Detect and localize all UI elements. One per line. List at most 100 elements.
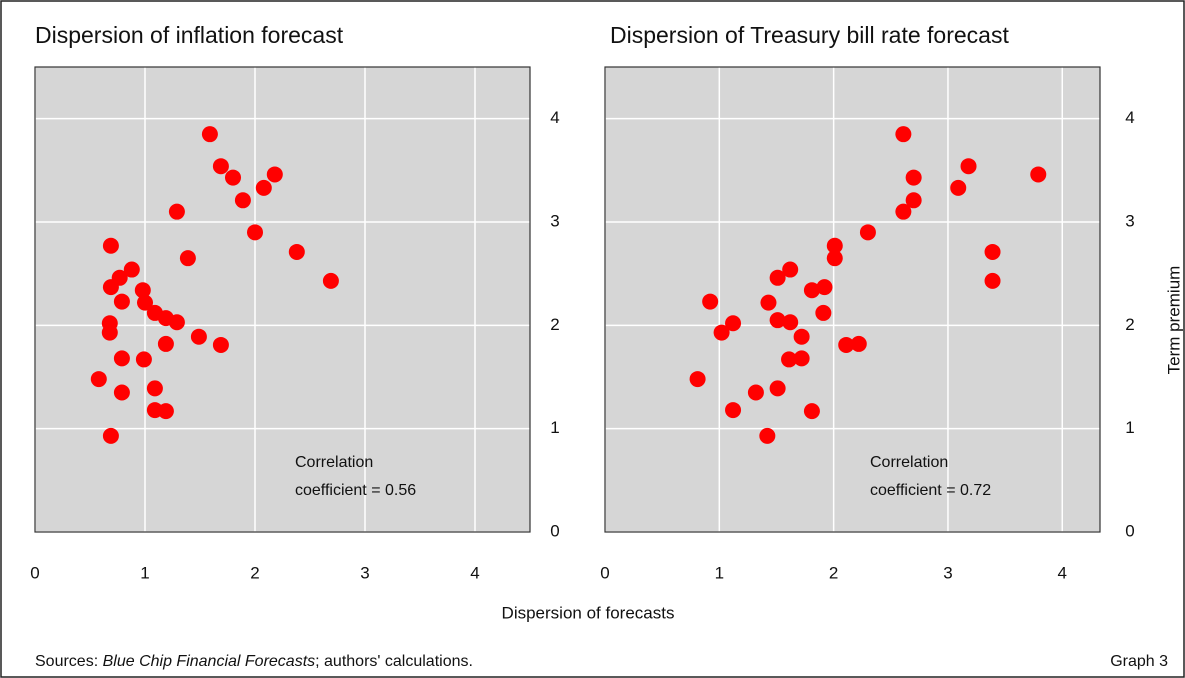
point bbox=[146, 380, 163, 397]
chart-title: Dispersion of inflation forecast bbox=[35, 22, 344, 48]
point bbox=[123, 261, 140, 278]
point bbox=[168, 314, 185, 331]
x-tick-label: 3 bbox=[360, 563, 369, 582]
y-tick-label: 3 bbox=[1125, 211, 1134, 230]
point bbox=[960, 158, 977, 175]
chart-title: Dispersion of Treasury bill rate forecas… bbox=[610, 22, 1009, 48]
source-text: Sources: bbox=[35, 653, 103, 670]
y-tick-label: 1 bbox=[1125, 418, 1134, 437]
point bbox=[815, 304, 832, 321]
point bbox=[102, 279, 119, 296]
point bbox=[769, 380, 786, 397]
point bbox=[255, 179, 272, 196]
point bbox=[90, 371, 107, 388]
point bbox=[984, 243, 1001, 260]
point bbox=[803, 282, 820, 299]
x-tick-label: 0 bbox=[30, 563, 39, 582]
point bbox=[288, 243, 305, 260]
point bbox=[135, 351, 152, 368]
x-tick-label: 3 bbox=[943, 563, 952, 582]
y-tick-label: 2 bbox=[1125, 315, 1134, 334]
point bbox=[137, 294, 153, 311]
point bbox=[769, 312, 786, 329]
annotation: Correlation bbox=[295, 454, 373, 471]
point bbox=[212, 336, 229, 353]
point bbox=[747, 384, 764, 401]
point bbox=[113, 350, 130, 367]
point bbox=[781, 351, 798, 368]
y-axis-label: Term premium bbox=[1164, 266, 1183, 375]
point bbox=[322, 272, 339, 289]
point bbox=[760, 294, 777, 311]
point bbox=[826, 237, 843, 254]
annotation: coefficient = 0.72 bbox=[870, 482, 991, 499]
point bbox=[782, 261, 799, 278]
point bbox=[905, 169, 922, 186]
point bbox=[113, 293, 130, 310]
point bbox=[782, 314, 799, 331]
point bbox=[984, 272, 1001, 289]
point bbox=[759, 427, 776, 444]
point bbox=[212, 158, 229, 175]
point bbox=[113, 384, 130, 401]
point bbox=[769, 269, 786, 286]
point bbox=[895, 126, 912, 143]
annotation: coefficient = 0.56 bbox=[295, 482, 416, 499]
point bbox=[793, 328, 810, 345]
point bbox=[190, 328, 207, 345]
point bbox=[905, 192, 922, 209]
point bbox=[816, 279, 833, 296]
point bbox=[725, 402, 742, 419]
x-axis-label: Dispersion of forecasts bbox=[502, 603, 675, 622]
point bbox=[157, 403, 174, 420]
x-tick-label: 4 bbox=[1058, 563, 1067, 582]
plot-area bbox=[35, 67, 530, 532]
x-tick-label: 4 bbox=[470, 563, 479, 582]
point bbox=[102, 427, 119, 444]
point bbox=[895, 203, 912, 220]
y-tick-label: 0 bbox=[1125, 521, 1134, 540]
point bbox=[950, 179, 967, 196]
x-tick-label: 2 bbox=[250, 563, 259, 582]
y-tick-label: 1 bbox=[550, 418, 559, 437]
point bbox=[102, 237, 119, 254]
point bbox=[225, 169, 241, 186]
plot-border bbox=[34, 66, 531, 533]
x-tick-label: 2 bbox=[829, 563, 838, 582]
x-tick-label: 1 bbox=[715, 563, 724, 582]
point bbox=[725, 315, 742, 332]
y-tick-label: 4 bbox=[1125, 108, 1134, 127]
point bbox=[713, 324, 730, 341]
point bbox=[793, 350, 810, 367]
graph-label: Graph 3 bbox=[1110, 653, 1168, 670]
point bbox=[826, 250, 843, 267]
y-tick-label: 0 bbox=[550, 521, 559, 540]
point bbox=[201, 126, 218, 143]
point bbox=[859, 224, 876, 241]
plot-area bbox=[605, 67, 1100, 532]
point bbox=[689, 371, 706, 388]
point bbox=[134, 282, 151, 299]
point bbox=[803, 403, 820, 420]
x-tick-label: 0 bbox=[600, 563, 609, 582]
source-text: Blue Chip Financial Forecasts bbox=[103, 653, 316, 670]
point bbox=[179, 250, 196, 267]
point bbox=[247, 224, 263, 241]
point bbox=[1030, 166, 1047, 183]
y-tick-label: 4 bbox=[550, 108, 559, 127]
point bbox=[168, 203, 185, 220]
point bbox=[702, 293, 719, 310]
annotation: Correlation bbox=[870, 454, 948, 471]
point bbox=[838, 336, 855, 353]
plot-border bbox=[604, 66, 1101, 533]
point bbox=[101, 324, 118, 341]
y-tick-label: 2 bbox=[550, 315, 559, 334]
point bbox=[234, 192, 251, 209]
point bbox=[157, 335, 174, 352]
source-text: ; authors' calculations. bbox=[315, 653, 473, 670]
point bbox=[850, 335, 867, 352]
point bbox=[266, 166, 283, 183]
y-tick-label: 3 bbox=[550, 211, 559, 230]
